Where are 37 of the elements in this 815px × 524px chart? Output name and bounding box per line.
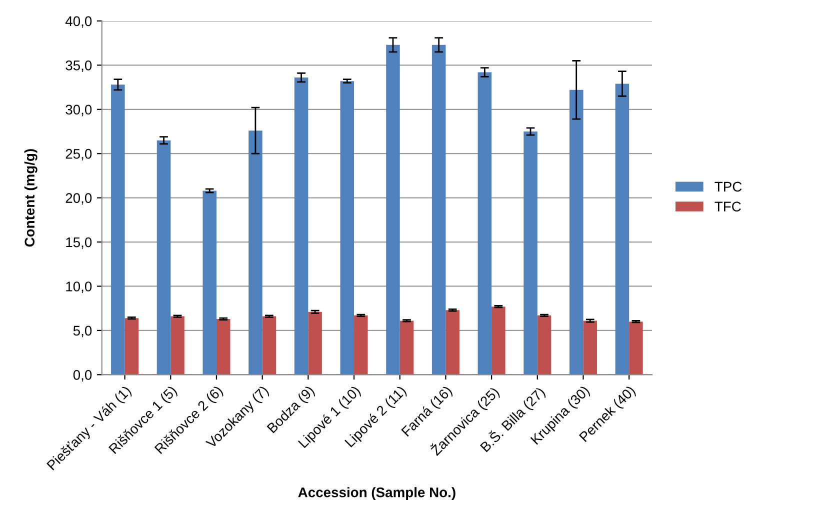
- bar: [248, 130, 262, 375]
- bar: [216, 318, 230, 375]
- y-tick-label: 40,0: [65, 16, 92, 28]
- bar: [492, 306, 506, 375]
- bar: [294, 78, 308, 375]
- y-tick-label: 20,0: [66, 193, 92, 205]
- legend-label: TFC: [714, 202, 741, 212]
- bar: [386, 44, 400, 375]
- bar: [478, 72, 492, 375]
- bar: [156, 140, 171, 375]
- y-tick-label: 30,0: [66, 104, 92, 116]
- bar: [400, 320, 414, 375]
- bar: [524, 131, 538, 375]
- x-axis-title: Accession (Sample No.): [298, 487, 456, 500]
- y-tick-label: 0,0: [73, 370, 92, 382]
- y-axis-title: Content (mg/g): [24, 149, 38, 247]
- bar: [629, 322, 643, 375]
- y-tick-label: 35,0: [66, 60, 92, 72]
- bar: [124, 318, 139, 375]
- bar: [202, 190, 216, 375]
- y-tick-label: 10,0: [66, 282, 92, 294]
- y-tick-label: 15,0: [66, 237, 92, 249]
- y-tick-label: 5,0: [73, 326, 92, 338]
- legend-label: TPC: [714, 182, 742, 192]
- bar: [354, 315, 368, 375]
- bar: [583, 320, 597, 375]
- bar: [170, 316, 184, 375]
- bar: [262, 316, 276, 375]
- bar: [340, 81, 354, 375]
- bar: [308, 312, 322, 375]
- bar: [432, 44, 446, 375]
- y-tick-label: 25,0: [66, 148, 92, 160]
- bar: [446, 310, 460, 375]
- bar: [111, 84, 125, 375]
- bar: [615, 84, 630, 375]
- bar: [569, 90, 584, 375]
- bar: [537, 315, 552, 375]
